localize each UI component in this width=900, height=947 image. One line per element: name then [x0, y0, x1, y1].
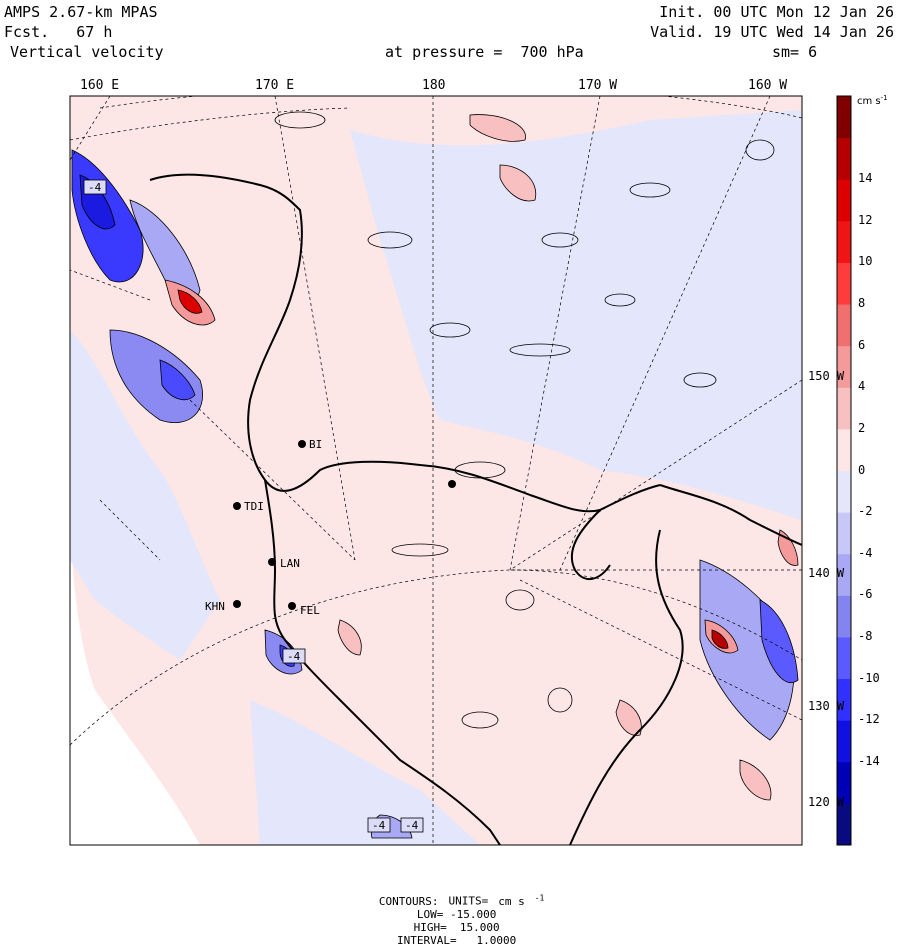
- footer-units-label: UNITS=: [448, 894, 489, 908]
- colorbar-tick-label: 4: [858, 379, 866, 394]
- colorbar-swatch: [837, 470, 851, 513]
- light-blue-region-2: [70, 330, 220, 660]
- smoothing-label: sm= 6: [772, 43, 818, 61]
- contour-label-boxes: [83, 179, 424, 833]
- model-title: AMPS 2.67-km MPAS: [4, 3, 158, 21]
- colorbar-tick-label: -8: [858, 628, 873, 643]
- init-time: Init. 00 UTC Mon 12 Jan 26: [659, 3, 894, 21]
- colorbar-tick-label: -12: [858, 712, 880, 727]
- pressure-level: at pressure = 700 hPa: [385, 43, 584, 61]
- colorbar: [836, 95, 852, 846]
- colorbar-frame: [836, 95, 852, 846]
- colorbar-swatch: [837, 553, 851, 596]
- downward-motion-blobs: [71, 149, 799, 839]
- station-markers: [233, 440, 456, 610]
- footer-low: LOW= -15.000: [416, 907, 497, 921]
- lon-label-170w: 170 W: [578, 78, 618, 93]
- colorbar-tick-label: -14: [858, 753, 880, 768]
- contour-label-1: -4: [88, 181, 102, 194]
- colorbar-tick-label: 2: [858, 420, 866, 435]
- colorbar-tick-label: 6: [858, 337, 866, 352]
- contour-label-2: -4: [287, 650, 301, 663]
- footer-units: cm s -1: [498, 893, 545, 908]
- station-label-lan: LAN: [280, 557, 300, 570]
- lat-label-140w: 140 W: [808, 566, 845, 580]
- lat-label-150w: 150 W: [808, 369, 845, 383]
- colorbar-tick-label: -4: [858, 545, 873, 560]
- lon-label-160w: 160 W: [748, 78, 788, 93]
- colorbar-swatch: [837, 636, 851, 680]
- colorbar-swatch: [837, 428, 851, 471]
- coastlines: [149, 173, 802, 845]
- lat-label-120w: 120 W: [808, 795, 845, 809]
- colorbar-swatch: [837, 387, 851, 430]
- footer-high: HIGH= 15.000: [413, 920, 500, 934]
- colorbar-swatch: [837, 262, 851, 305]
- lat-label-130w: 130 W: [808, 699, 845, 713]
- colorbar-swatch: [837, 720, 851, 763]
- colorbar-tick-label: 14: [858, 171, 873, 186]
- colorbar-tick-label: 10: [858, 254, 873, 269]
- vertical-velocity-map: BI LAN TDI KHN FEL -4 -4 -4 -4 cm s-1: [69, 94, 888, 846]
- colorbar-tick-label: 0: [858, 462, 866, 477]
- colorbar-swatch: [837, 678, 851, 721]
- colorbar-tick-label: -2: [858, 504, 873, 519]
- field-name: Vertical velocity: [10, 43, 164, 61]
- light-blue-region: [350, 110, 802, 520]
- colorbar-tick-label: 8: [858, 296, 866, 311]
- station-label-tdi: TDI: [244, 500, 264, 513]
- colorbar-swatch: [837, 761, 851, 804]
- colorbar-swatch: [837, 345, 851, 388]
- small-contours: [274, 111, 775, 729]
- upward-motion-blobs: [164, 114, 799, 801]
- station-label-khn: KHN: [205, 600, 225, 613]
- contour-label-3: -4: [372, 819, 386, 832]
- colorbar-tick-label: -10: [858, 670, 880, 685]
- contour-info-footer: CONTOURS: UNITS= cm s -1 LOW= -15.000 HIGH=…: [0, 880, 900, 947]
- colorbar-swatch: [837, 96, 851, 139]
- light-blue-region-3: [250, 700, 480, 845]
- station-label-fel: FEL: [300, 604, 320, 617]
- colorbar-swatch: [837, 304, 851, 347]
- colorbar-tick-label: -6: [858, 587, 873, 602]
- footer-contours-label: CONTOURS:: [378, 894, 439, 908]
- lon-label-180: 180: [422, 78, 446, 93]
- colorbar-swatch: [837, 595, 851, 638]
- lon-label-160e: 160 E: [80, 78, 120, 93]
- forecast-hour: Fcst. 67 h: [4, 23, 113, 41]
- colorbar-swatch: [837, 179, 851, 222]
- colorbar-tick-label: 12: [858, 212, 873, 227]
- lat-lon-grid: [70, 96, 802, 845]
- colorbar-swatch: [837, 220, 851, 263]
- map-frame: [69, 95, 803, 846]
- colorbar-swatch: [837, 512, 851, 555]
- station-label-bi: BI: [309, 438, 322, 451]
- colorbar-units: cm s-1: [857, 94, 888, 107]
- colorbar-swatch: [837, 137, 851, 180]
- valid-time: Valid. 19 UTC Wed 14 Jan 26: [650, 23, 894, 41]
- colorbar-swatch: [837, 803, 851, 846]
- contour-label-4: -4: [405, 819, 419, 832]
- lon-label-170e: 170 E: [255, 78, 295, 93]
- coast-white-area: [95, 690, 200, 845]
- footer-interval: INTERVAL= 1.0000: [397, 933, 517, 947]
